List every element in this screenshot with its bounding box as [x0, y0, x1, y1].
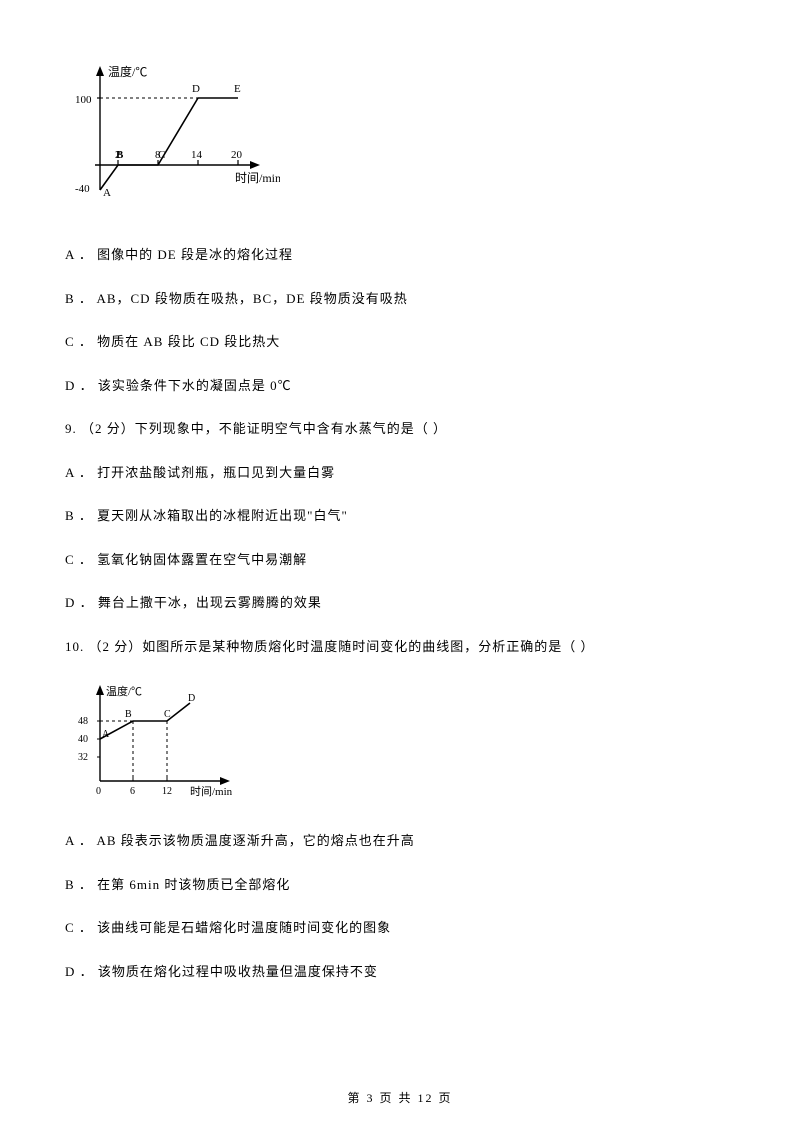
x-axis-label: 时间/min — [190, 785, 233, 798]
svg-text:14: 14 — [191, 149, 203, 161]
svg-text:C: C — [158, 149, 165, 161]
svg-text:6: 6 — [130, 786, 135, 797]
q8-option-b: B ． AB，CD 段物质在吸热，BC，DE 段物质没有吸热 — [65, 289, 735, 309]
q10-option-a: A ． AB 段表示该物质温度逐渐升高，它的熔点也在升高 — [65, 831, 735, 851]
q8-chart: 温度/℃ 时间/min 100 -40 2 8 14 20 A B C D E — [70, 60, 735, 220]
q9-option-b: B ． 夏天刚从冰箱取出的冰棍附近出现"白气" — [65, 506, 735, 526]
svg-text:32: 32 — [78, 752, 88, 763]
svg-text:B: B — [125, 709, 132, 720]
svg-text:12: 12 — [162, 786, 172, 797]
svg-text:100: 100 — [75, 94, 92, 106]
svg-text:20: 20 — [231, 149, 243, 161]
q10-stem: 10. （2 分）如图所示是某种物质熔化时温度随时间变化的曲线图，分析正确的是（… — [65, 637, 735, 657]
q10-option-d: D ． 该物质在熔化过程中吸收热量但温度保持不变 — [65, 962, 735, 982]
svg-text:D: D — [192, 83, 200, 95]
svg-text:C: C — [164, 709, 171, 720]
svg-text:E: E — [234, 83, 241, 95]
svg-text:D: D — [188, 693, 195, 704]
x-axis-label: 时间/min — [235, 171, 280, 185]
svg-text:40: 40 — [78, 734, 88, 745]
page-footer: 第 3 页 共 12 页 — [0, 1089, 800, 1107]
svg-text:B: B — [116, 149, 124, 161]
svg-text:0: 0 — [96, 786, 101, 797]
q8-option-c: C ． 物质在 AB 段比 CD 段比热大 — [65, 332, 735, 352]
q9-option-d: D ． 舞台上撒干冰，出现云雾腾腾的效果 — [65, 593, 735, 613]
svg-text:-40: -40 — [75, 183, 90, 195]
q9-option-c: C ． 氢氧化钠固体露置在空气中易潮解 — [65, 550, 735, 570]
svg-text:A: A — [103, 187, 111, 199]
q9-stem: 9. （2 分）下列现象中，不能证明空气中含有水蒸气的是（ ） — [65, 419, 735, 439]
q9-option-a: A ． 打开浓盐酸试剂瓶，瓶口见到大量白雾 — [65, 463, 735, 483]
q8-option-d: D ． 该实验条件下水的凝固点是 0℃ — [65, 376, 735, 396]
y-axis-label: 温度/℃ — [106, 684, 142, 698]
q8-option-a: A ． 图像中的 DE 段是冰的熔化过程 — [65, 245, 735, 265]
y-axis-label: 温度/℃ — [108, 64, 147, 79]
svg-text:48: 48 — [78, 716, 88, 727]
q10-option-c: C ． 该曲线可能是石蜡熔化时温度随时间变化的图象 — [65, 918, 735, 938]
q10-option-b: B ． 在第 6min 时该物质已全部熔化 — [65, 875, 735, 895]
svg-text:A: A — [102, 729, 110, 740]
q10-chart: 温度/℃ 时间/min 48 40 32 0 6 12 A B C D — [70, 681, 735, 806]
